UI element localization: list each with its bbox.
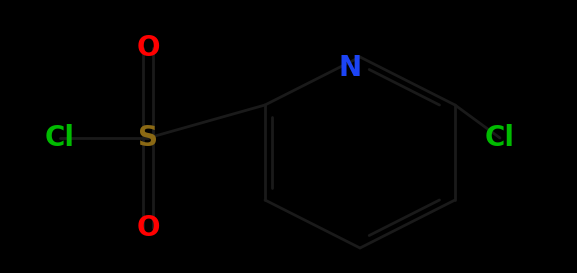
Text: S: S xyxy=(138,124,158,152)
Text: N: N xyxy=(339,54,362,82)
Text: O: O xyxy=(136,214,160,242)
Text: Cl: Cl xyxy=(485,124,515,152)
Text: O: O xyxy=(136,34,160,62)
Text: Cl: Cl xyxy=(45,124,75,152)
